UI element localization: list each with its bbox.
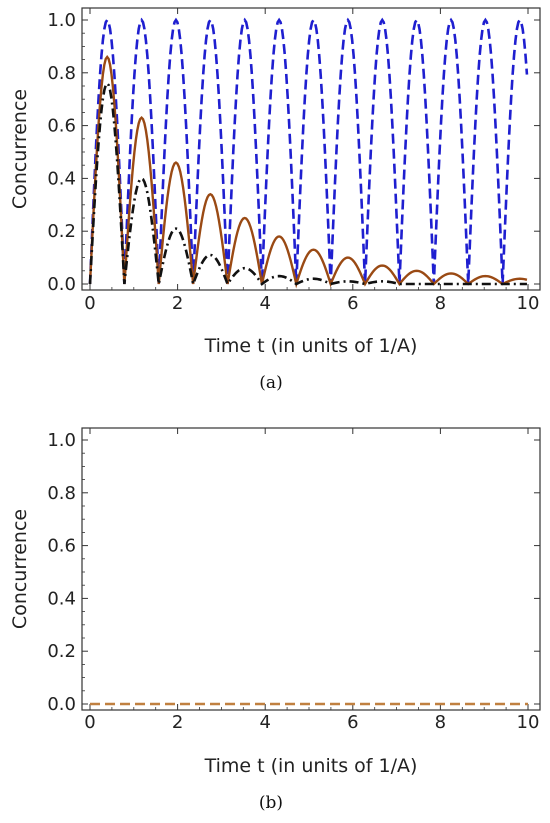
panel-b-xtick-label: 0 <box>84 712 95 733</box>
panel-a-xtick-label: 0 <box>84 293 95 314</box>
panel-a-xtick-label: 8 <box>435 293 446 314</box>
panel-a-series-1-line <box>88 54 528 289</box>
panel-a: 0 2 4 6 8 10 0.0 0.2 0.4 0.6 0.8 1.0 Time t (in unit… <box>9 7 541 393</box>
panel-b-x-axis-title: Time t (in units of 1/A) <box>204 755 418 777</box>
panel-a-y-axis-title: Concurrence <box>9 89 31 209</box>
panel-a-xtick-label: 6 <box>347 293 358 314</box>
panel-b-ytick-label: 0.4 <box>47 588 76 609</box>
panel-b-xtick-label: 4 <box>259 712 270 733</box>
panel-a-series-2-line <box>88 81 527 289</box>
panel-a-ytick-label: 0.8 <box>47 63 76 84</box>
panel-b-xtick-label: 8 <box>435 712 446 733</box>
panel-a-xtick-label: 4 <box>259 293 270 314</box>
panel-b-xtick-label: 2 <box>172 712 183 733</box>
panel-a-ytick-label: 0.0 <box>47 274 76 295</box>
panel-a-ytick-label: 0.4 <box>47 168 76 189</box>
panel-b-frame <box>81 427 541 711</box>
panel-a-ytick-label: 1.0 <box>47 10 76 31</box>
panel-b-ytick-label: 0.2 <box>47 641 76 662</box>
panel-b-ytick-label: 0.6 <box>47 536 76 557</box>
panel-b-ytick-label: 0.8 <box>47 483 76 504</box>
panel-b-xtick-label: 10 <box>517 712 540 733</box>
panel-a-xtick-label: 2 <box>172 293 183 314</box>
panel-b-y-axis-title: Concurrence <box>9 509 31 629</box>
panel-a-ytick-label: 0.2 <box>47 221 76 242</box>
panel-a-label: (a) <box>259 373 282 393</box>
panel-a-x-axis-title: Time t (in units of 1/A) <box>204 335 418 357</box>
panel-b-label: (b) <box>259 793 283 813</box>
panel-a-xtick-label: 10 <box>517 293 540 314</box>
panel-a-series-0-line <box>88 17 529 285</box>
panel-b: 0 2 4 6 8 10 0.0 0.2 0.4 0.6 0.8 1.0 Time t (in unit… <box>9 427 541 813</box>
panel-a-ytick-label: 0.6 <box>47 116 76 137</box>
panel-a-frame <box>81 7 541 291</box>
panel-b-ytick-label: 0.0 <box>47 694 76 715</box>
panel-b-ytick-label: 1.0 <box>47 430 76 451</box>
panel-b-xtick-label: 6 <box>347 712 358 733</box>
